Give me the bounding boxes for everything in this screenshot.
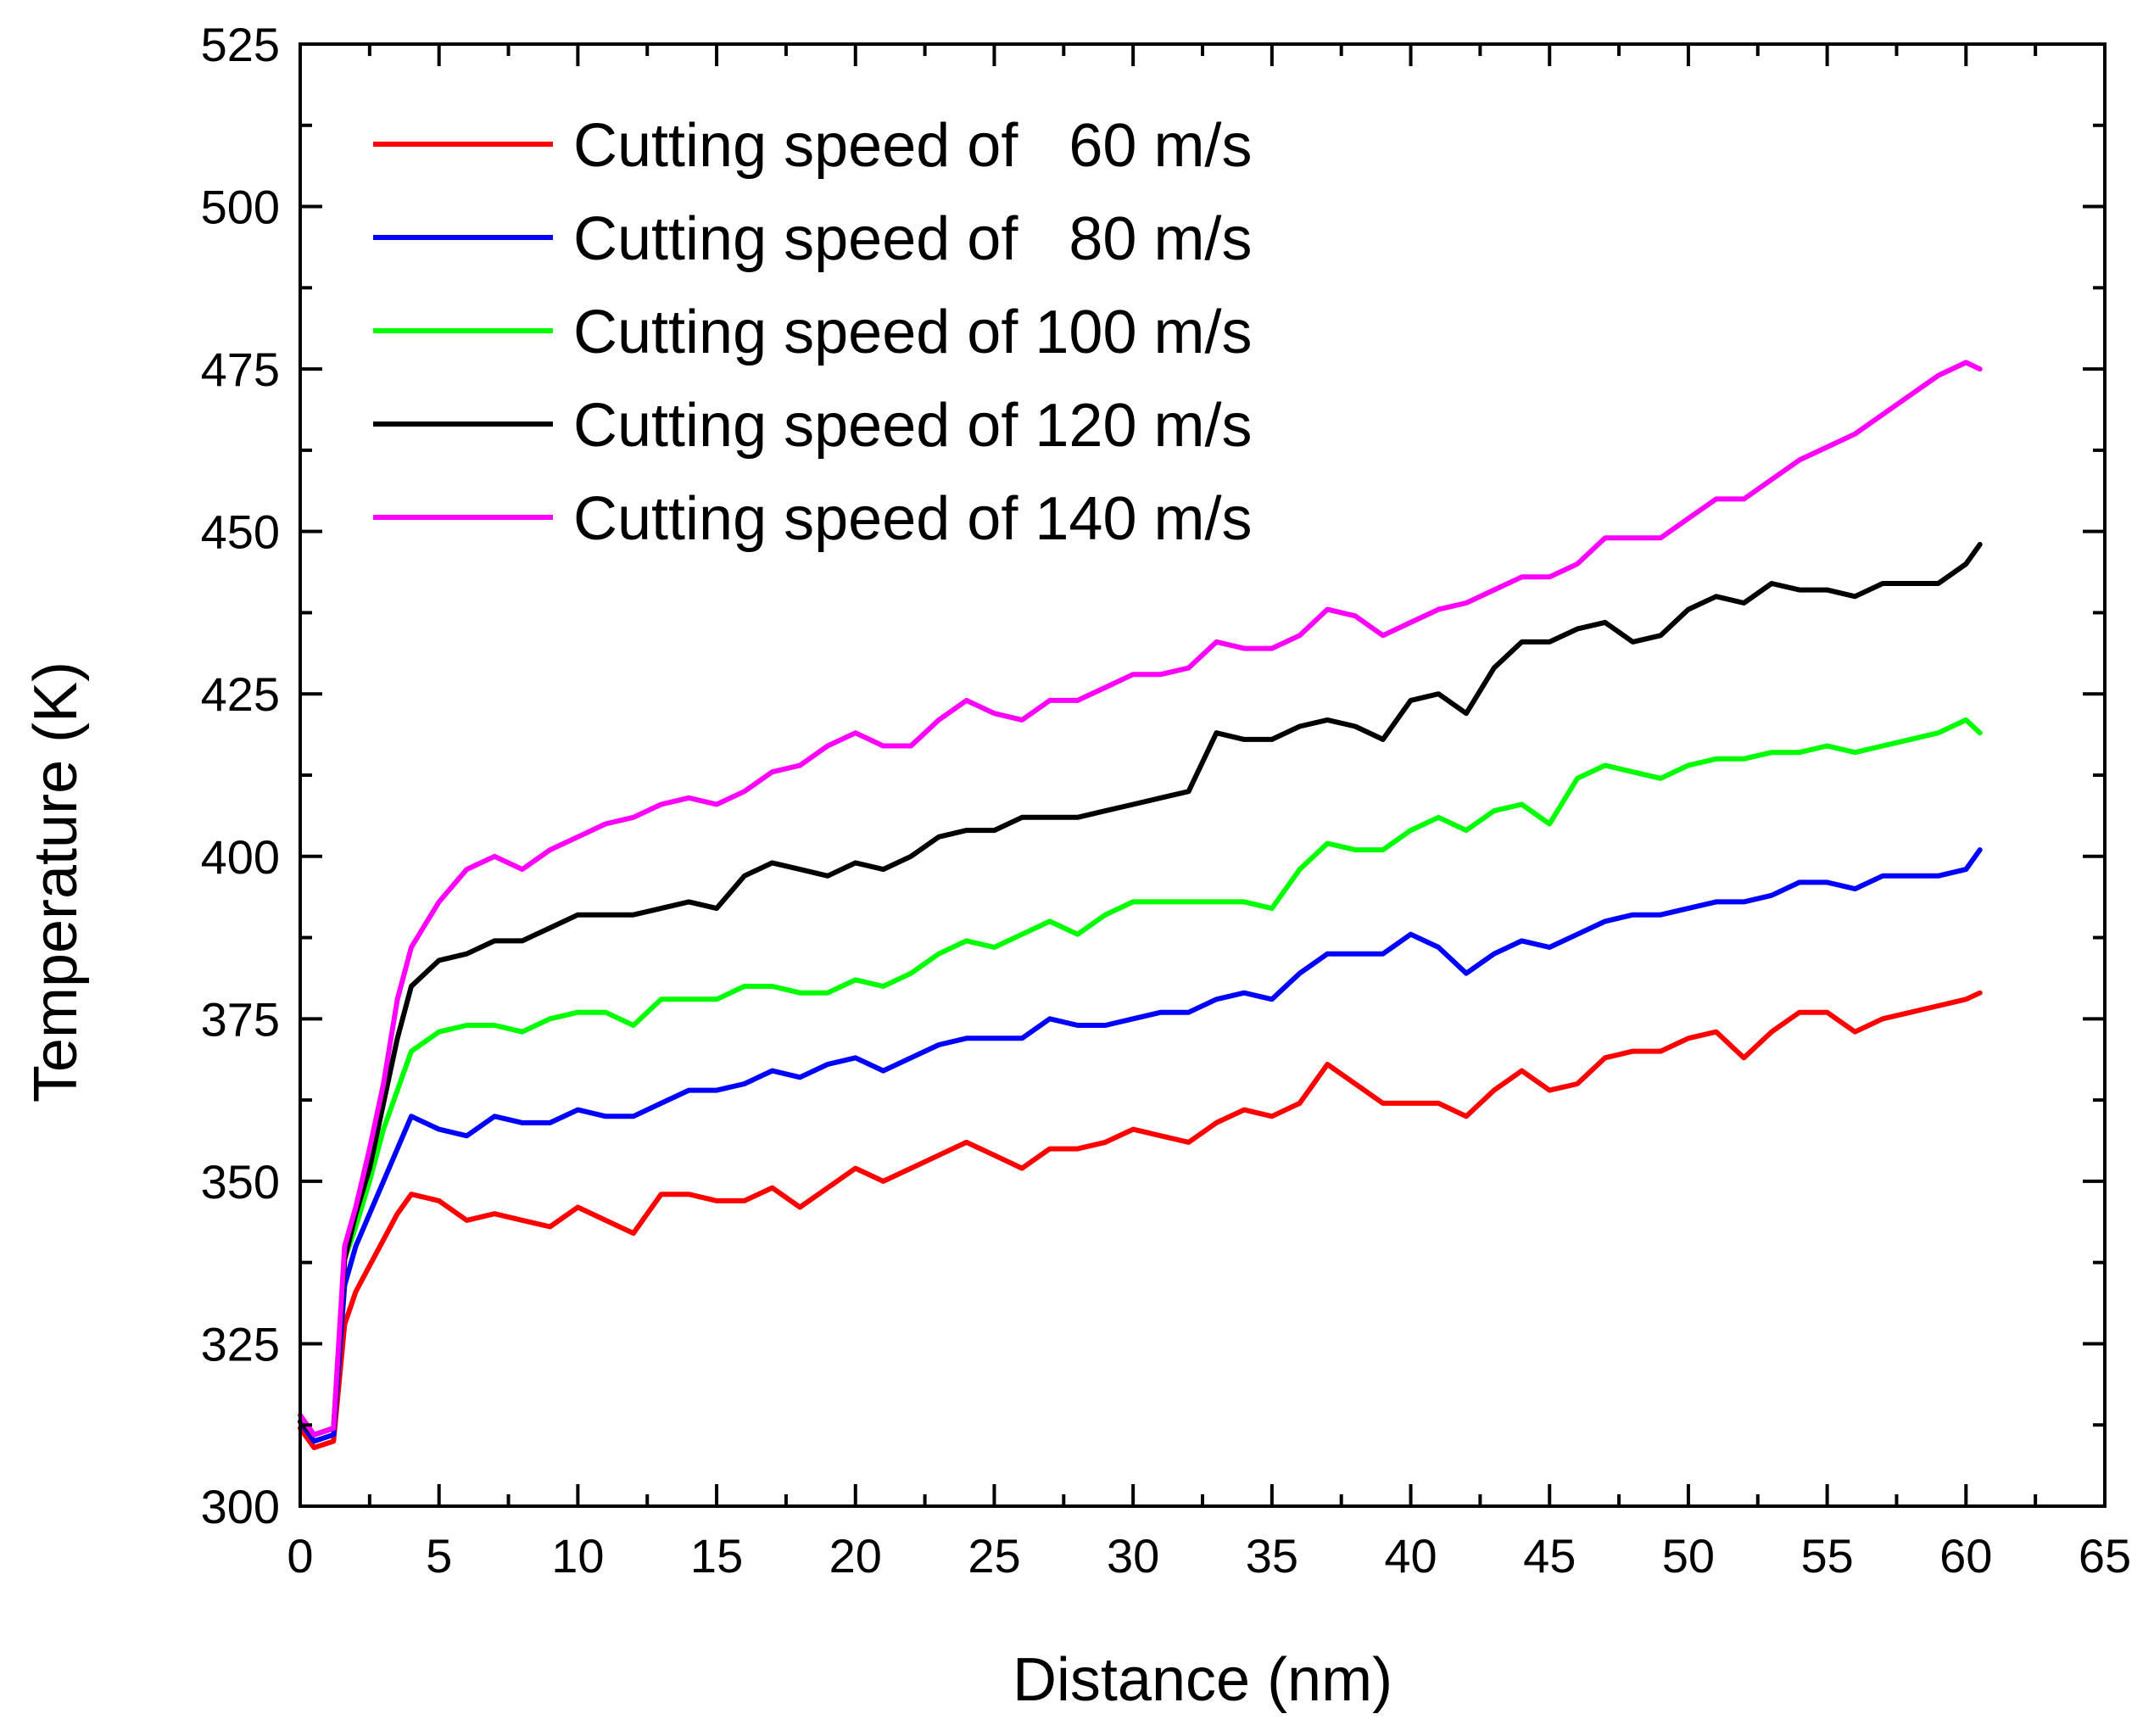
x-tick-label: 10 (551, 1529, 604, 1582)
x-tick-label: 0 (287, 1529, 313, 1582)
tick-layer: 0 5 10 15 20 25 30 35 40 45 50 55 60 65 300 325 350 375 40… (201, 18, 2132, 1582)
x-tick-label: 35 (1246, 1529, 1298, 1582)
y-tick-label: 425 (201, 667, 280, 721)
x-tick-label: 60 (1939, 1529, 1992, 1582)
x-tick-label: 50 (1662, 1529, 1715, 1582)
x-axis-title: Distance (nm) (1013, 1646, 1392, 1714)
x-tick-label: 40 (1384, 1529, 1437, 1582)
series-line-4 (298, 542, 1983, 1437)
y-tick-label: 400 (201, 830, 280, 884)
y-tick-label: 350 (201, 1155, 280, 1209)
x-tick-label: 15 (690, 1529, 743, 1582)
series-line-5 (298, 360, 1983, 1437)
x-tick-label: 20 (829, 1529, 882, 1582)
legend-label-5: Cutting speed of 140 m/s (573, 485, 1252, 553)
legend-label-1: Cutting speed of 60 m/s (573, 112, 1252, 180)
y-tick-label: 450 (201, 505, 280, 559)
y-tick-label: 300 (201, 1480, 280, 1533)
x-tick-label: 45 (1523, 1529, 1576, 1582)
series-line-3 (298, 717, 1983, 1437)
legend: Cutting speed of 60 m/s Cutting speed of … (373, 112, 1252, 553)
x-tick-label: 5 (426, 1529, 452, 1582)
y-tick-label: 525 (201, 18, 280, 71)
legend-label-3: Cutting speed of 100 m/s (573, 299, 1252, 366)
x-tick-label: 25 (968, 1529, 1020, 1582)
series-line-1 (298, 990, 1983, 1450)
y-axis-title: Temperature (K) (22, 661, 90, 1102)
series-line-2 (298, 847, 1983, 1444)
legend-label-2: Cutting speed of 80 m/s (573, 205, 1252, 273)
x-tick-label: 55 (1800, 1529, 1853, 1582)
y-tick-label: 475 (201, 343, 280, 396)
series-layer (298, 360, 1983, 1450)
y-tick-label: 500 (201, 181, 280, 234)
y-tick-label: 375 (201, 992, 280, 1046)
x-tick-label: 30 (1107, 1529, 1159, 1582)
legend-label-4: Cutting speed of 120 m/s (573, 392, 1252, 460)
x-tick-label: 65 (2079, 1529, 2131, 1582)
y-tick-label: 325 (201, 1317, 280, 1370)
